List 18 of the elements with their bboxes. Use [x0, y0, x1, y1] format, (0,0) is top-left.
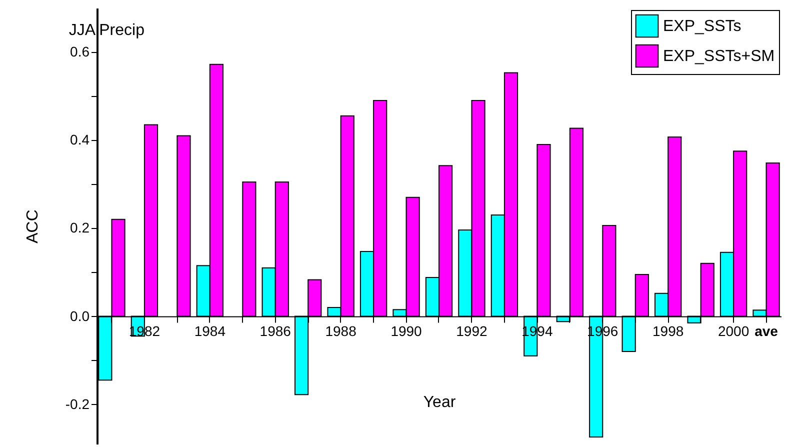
y-tick-label: 0.6	[70, 44, 90, 60]
x-tick-label: 1986	[260, 322, 292, 339]
x-tick-label: 1984	[194, 322, 226, 339]
x-tick-label: 1988	[325, 322, 357, 339]
x-axis-title: Year	[423, 394, 456, 411]
y-tick-label: 0.4	[70, 132, 90, 148]
y-tick-label: 0.2	[70, 220, 90, 236]
legend-label: EXP_SSTs	[663, 18, 742, 35]
x-tick-label: 1990	[390, 322, 422, 339]
y-tick-label: 0.0	[70, 308, 90, 324]
y-axis-title: ACC	[24, 210, 42, 244]
y-tick-label: -0.2	[65, 396, 90, 412]
text: JJA Precip	[68, 22, 145, 39]
x-tick-label: ave	[754, 322, 778, 339]
x-tick-label: 2000	[718, 322, 750, 339]
x-tick-label: 1992	[456, 322, 488, 339]
legend-label: EXP_SSTs+SM	[663, 48, 775, 65]
x-tick-label: 1998	[652, 322, 684, 339]
